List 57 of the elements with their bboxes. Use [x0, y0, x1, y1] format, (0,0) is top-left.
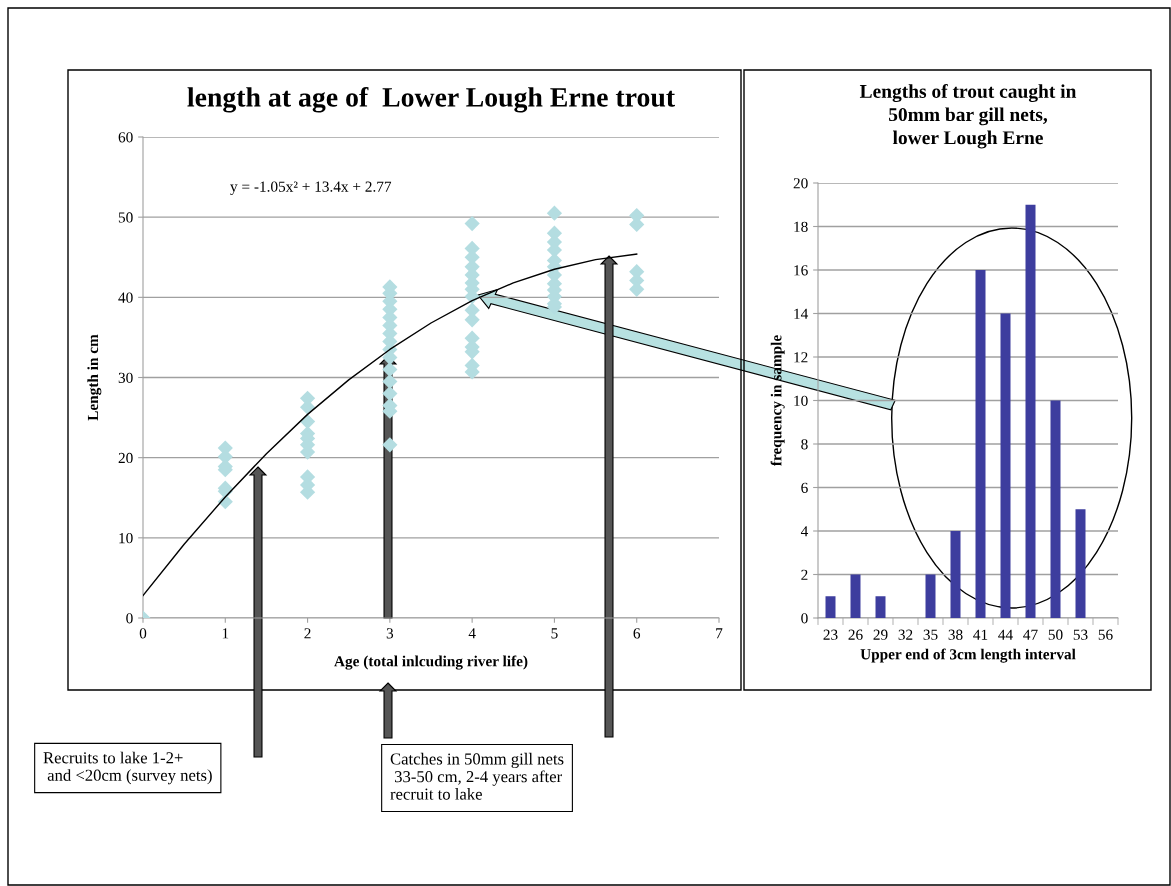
x-tick-label: 6	[633, 628, 641, 639]
x-tick-label: 44	[998, 629, 1013, 640]
x-tick-label: 53	[1073, 629, 1088, 640]
x-tick-label: 5	[551, 628, 558, 639]
bar	[925, 574, 936, 618]
y-tick-label: 10	[119, 532, 133, 544]
y-tick-label: 30	[118, 372, 133, 383]
text: Catches in 50mm gill nets 33-50 cm, 2-4 years after recruit to lake	[390, 752, 564, 800]
bar	[1075, 509, 1086, 618]
x-tick-label: 0	[139, 628, 147, 639]
bar	[1000, 313, 1011, 618]
chart-title: Lengths of trout caught in 50mm bar gill nets, lower Lough Erne	[859, 84, 1077, 149]
y-axis-title: Length in cm	[87, 334, 102, 421]
x-tick-label: 41	[973, 629, 988, 640]
x-tick-label: 4	[468, 628, 476, 639]
x-tick-label: 1	[222, 628, 229, 639]
x-tick-label: 3	[386, 628, 394, 639]
bar	[950, 531, 961, 618]
bar	[1025, 204, 1036, 618]
y-tick-label: 4	[800, 526, 809, 537]
y-tick-label: 14	[794, 308, 809, 319]
y-tick-label: 60	[118, 132, 133, 143]
x-tick-label: 32	[898, 629, 913, 640]
x-tick-label: 7	[716, 628, 723, 639]
bar	[825, 596, 836, 618]
y-tick-label: 50	[118, 212, 133, 223]
chart-title: length at age of Lower Lough Erne trout	[187, 86, 675, 113]
text: Recruits to lake 1-2+ and <20cm (survey nets)	[43, 751, 212, 785]
y-tick-label: 8	[801, 439, 808, 450]
y-tick-label: 40	[118, 292, 133, 303]
x-tick-label: 35	[923, 629, 938, 640]
x-tick-label: 2	[304, 628, 311, 639]
bar	[975, 270, 986, 618]
x-axis-title: Age (total inlcuding river life)	[334, 655, 528, 670]
y-tick-label: 16	[794, 265, 808, 276]
x-tick-label: 23	[823, 629, 838, 640]
x-axis-title: Upper end of 3cm length interval	[860, 648, 1076, 663]
y-tick-label: 2	[801, 569, 808, 580]
y-tick-label: 18	[794, 221, 808, 232]
x-tick-label: 50	[1048, 629, 1063, 640]
y-tick-label: 12	[794, 352, 808, 363]
y-tick-label: 20	[118, 452, 133, 464]
x-tick-label: 29	[873, 629, 888, 640]
x-tick-label: 26	[848, 629, 863, 640]
y-axis-title: frequency in sample	[770, 335, 785, 467]
y-tick-label: 0	[801, 613, 808, 624]
x-tick-label: 56	[1098, 629, 1113, 640]
y-tick-label: 0	[126, 613, 133, 624]
bar	[1050, 400, 1061, 618]
y-tick-label: 20	[793, 178, 808, 189]
y-tick-label: 10	[794, 395, 808, 406]
bar	[875, 596, 886, 618]
x-tick-label: 47	[1023, 629, 1038, 640]
y-tick-label: 6	[801, 482, 808, 493]
x-tick-label: 38	[948, 629, 963, 640]
annotation: y = -1.05x² + 13.4x + 2.77	[230, 181, 392, 195]
bar	[850, 574, 861, 618]
